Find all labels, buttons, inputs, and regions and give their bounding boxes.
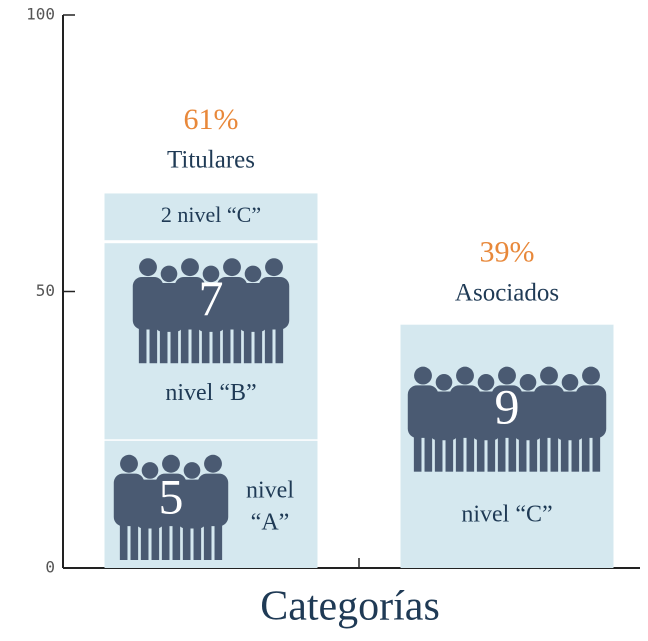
person-leg <box>456 430 464 472</box>
segment-label: 2 nivel “C” <box>161 202 261 227</box>
person-leg <box>213 324 221 363</box>
person-leg <box>435 433 443 472</box>
person-leg <box>276 321 284 363</box>
y-tick-label: 100 <box>26 5 55 24</box>
y-tick-label: 50 <box>36 281 55 300</box>
person-body <box>259 277 289 330</box>
segment-label: nivel “B” <box>165 380 256 406</box>
person-head <box>204 455 222 473</box>
person-leg <box>572 433 580 472</box>
person-leg <box>561 433 569 472</box>
person-head <box>540 367 558 385</box>
person-leg <box>255 324 263 363</box>
person-head <box>478 374 495 391</box>
person-head <box>245 266 262 283</box>
person-leg <box>530 433 538 472</box>
group-label: Asociados <box>455 279 559 306</box>
count-label: 7 <box>199 270 224 326</box>
y-tick-label: 0 <box>45 558 55 577</box>
person-leg <box>519 433 527 472</box>
person-leg <box>171 324 179 363</box>
person-leg <box>139 321 147 363</box>
count-label: 9 <box>495 378 520 434</box>
share-label: 61% <box>184 103 239 136</box>
person-head <box>139 258 157 276</box>
person-head <box>414 367 432 385</box>
person-leg <box>414 430 422 472</box>
person-leg <box>194 521 202 560</box>
person-body <box>576 385 606 438</box>
person-leg <box>160 324 168 363</box>
person-leg <box>582 430 590 472</box>
person-leg <box>446 433 454 472</box>
person-leg <box>141 521 149 560</box>
person-head <box>436 374 453 391</box>
person-leg <box>183 521 191 560</box>
person-leg <box>498 430 506 472</box>
person-leg <box>152 521 160 560</box>
person-leg <box>477 433 485 472</box>
person-leg <box>181 321 189 363</box>
person-head <box>181 258 199 276</box>
person-body <box>198 474 228 527</box>
count-label: 5 <box>159 468 184 524</box>
bar-segment <box>401 325 614 568</box>
person-head <box>223 258 241 276</box>
person-head <box>161 266 178 283</box>
person-head <box>582 367 600 385</box>
person-leg <box>223 321 231 363</box>
person-head <box>120 455 138 473</box>
person-leg <box>593 430 601 472</box>
person-head <box>265 258 283 276</box>
person-leg <box>204 518 212 560</box>
person-leg <box>244 324 252 363</box>
person-leg <box>265 321 273 363</box>
group-label: Titulares <box>167 147 255 174</box>
chart: Categorías 0501005nivel“A”7nivel “B”2 ni… <box>0 0 648 641</box>
person-head <box>184 462 201 479</box>
person-leg <box>202 324 210 363</box>
person-leg <box>540 430 548 472</box>
person-head <box>142 462 159 479</box>
person-leg <box>120 518 128 560</box>
person-leg <box>215 518 223 560</box>
share-label: 39% <box>480 236 535 269</box>
person-head <box>456 367 474 385</box>
x-axis-label: Categorías <box>260 584 440 630</box>
person-leg <box>488 433 496 472</box>
person-head <box>520 374 537 391</box>
person-head <box>562 374 579 391</box>
segment-label: nivel “C” <box>461 502 552 528</box>
